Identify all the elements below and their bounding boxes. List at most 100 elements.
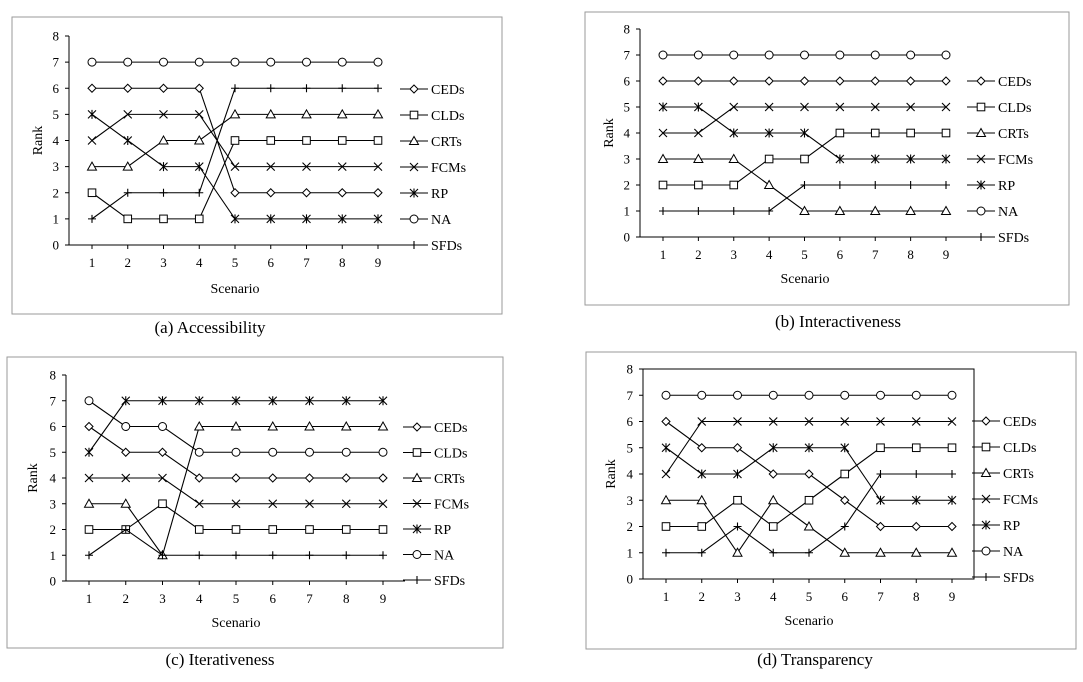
data-point-sfds — [697, 548, 706, 557]
data-point-rp — [84, 447, 94, 457]
data-point-fcms — [268, 499, 278, 509]
data-point-fcms — [729, 102, 739, 112]
chart-4: 0 1 2 3 4 5 6 7 8 1 2 3 4 5 6 7 8 9 Rank Scenario (d) Transp… — [585, 351, 1077, 669]
data-point-na — [906, 50, 916, 60]
chart-1-xtick-label: 7 — [303, 255, 310, 270]
data-point-rp — [123, 136, 133, 145]
data-point-rp — [835, 154, 845, 164]
chart-3-caption: (c) Iterativeness — [165, 650, 274, 669]
data-point-fcms — [840, 417, 850, 426]
data-point-na — [876, 390, 885, 400]
data-point-sfds — [88, 214, 96, 223]
data-point-crts — [946, 547, 958, 557]
legend-item-ceds: CEDs — [400, 83, 464, 98]
legend-marker-crts — [975, 127, 987, 137]
legend-label: CLDs — [431, 109, 464, 124]
data-point-crts — [905, 205, 916, 215]
data-point-sfds — [835, 181, 844, 189]
data-point-rp — [947, 495, 957, 505]
data-point-na — [733, 390, 742, 400]
data-point-fcms — [764, 102, 774, 112]
data-point-rp — [840, 443, 850, 453]
data-point-rp — [194, 396, 204, 406]
legend-marker-clds — [981, 442, 991, 452]
data-point-na — [870, 50, 880, 60]
data-point-ceds — [905, 76, 916, 86]
legend-label: RP — [434, 523, 451, 538]
chart-1-ytick-label: 3 — [53, 159, 60, 174]
chart-2-series-clds — [658, 128, 951, 190]
data-point-sfds — [694, 207, 703, 215]
legend-item-crts: CRTs — [403, 472, 465, 487]
legend-label: CLDs — [434, 447, 467, 462]
chart-3-xtick-label: 6 — [270, 591, 277, 606]
data-point-ceds — [84, 421, 94, 432]
data-point-na — [87, 57, 97, 67]
chart-2-series-na — [658, 50, 951, 60]
legend-marker-clds — [412, 448, 422, 457]
data-point-rp — [231, 396, 241, 406]
chart-4-xtick-label: 4 — [770, 589, 777, 604]
chart-3-series-sfds — [85, 525, 387, 560]
data-point-fcms — [230, 162, 240, 172]
chart-2: 0 1 2 3 4 5 6 7 8 1 2 3 4 5 6 7 8 9 Rank Scenario (b) Intera… — [584, 11, 1070, 331]
chart-2-xtick-label: 1 — [660, 247, 667, 262]
data-point-ceds — [194, 83, 204, 93]
data-point-ceds — [658, 76, 668, 86]
data-point-crts — [193, 134, 205, 145]
data-point-crts — [377, 420, 389, 431]
chart-3-ytick-label: 6 — [50, 419, 57, 434]
legend-label: RP — [431, 187, 448, 202]
data-point-na — [121, 422, 131, 431]
data-point-sfds — [805, 548, 813, 557]
data-point-crts — [696, 494, 708, 505]
chart-2-ytick-label: 0 — [624, 230, 631, 245]
legend-marker-ceds — [412, 422, 422, 432]
chart-4-ytick-label: 0 — [627, 572, 634, 587]
chart-4-xtick-label: 6 — [842, 589, 849, 604]
data-point-crts — [230, 420, 242, 431]
legend-marker-rp — [412, 524, 422, 534]
data-point-rp — [693, 102, 703, 112]
data-point-fcms — [121, 473, 131, 483]
legend-item-clds: CLDs — [400, 109, 464, 124]
legend-item-sfds: SFDs — [400, 239, 462, 254]
data-point-crts — [839, 547, 851, 557]
legend-item-sfds: SFDs — [403, 574, 465, 589]
data-point-ceds — [729, 76, 739, 86]
data-point-na — [768, 390, 778, 400]
data-point-ceds — [341, 473, 351, 483]
chart-3-ytick-label: 1 — [50, 548, 57, 563]
data-point-sfds — [800, 181, 809, 189]
data-point-ceds — [268, 473, 278, 483]
legend-label: CEDs — [998, 75, 1031, 90]
data-point-na — [840, 390, 850, 400]
chart-1: 0 1 2 3 4 5 6 7 8 1 2 3 4 5 6 7 8 9 Rank Scenario (a) Access… — [11, 16, 503, 337]
data-point-na — [804, 390, 814, 400]
data-point-crts — [732, 547, 743, 557]
chart-2-xtick-label: 5 — [801, 247, 808, 262]
data-point-fcms — [337, 162, 347, 172]
data-point-clds — [84, 525, 94, 534]
data-point-fcms — [835, 102, 845, 112]
data-point-fcms — [733, 417, 742, 426]
data-point-ceds — [231, 473, 241, 483]
legend-item-rp: RP — [972, 519, 1020, 534]
chart-1-series-ceds — [87, 83, 383, 198]
chart-4-ytick-label: 3 — [627, 493, 634, 508]
data-point-na — [305, 447, 314, 457]
data-point-clds — [373, 136, 383, 145]
legend-label: FCMs — [434, 498, 469, 513]
legend-marker-crts — [411, 472, 423, 482]
chart-4-series-crts — [660, 494, 958, 557]
data-point-rp — [941, 154, 951, 164]
data-point-clds — [764, 154, 774, 164]
data-point-na — [378, 447, 388, 457]
data-point-fcms — [941, 102, 951, 112]
data-point-rp — [906, 154, 916, 164]
data-point-rp — [159, 162, 168, 172]
data-point-sfds — [85, 551, 93, 560]
data-point-sfds — [158, 551, 167, 560]
data-point-clds — [840, 469, 850, 479]
